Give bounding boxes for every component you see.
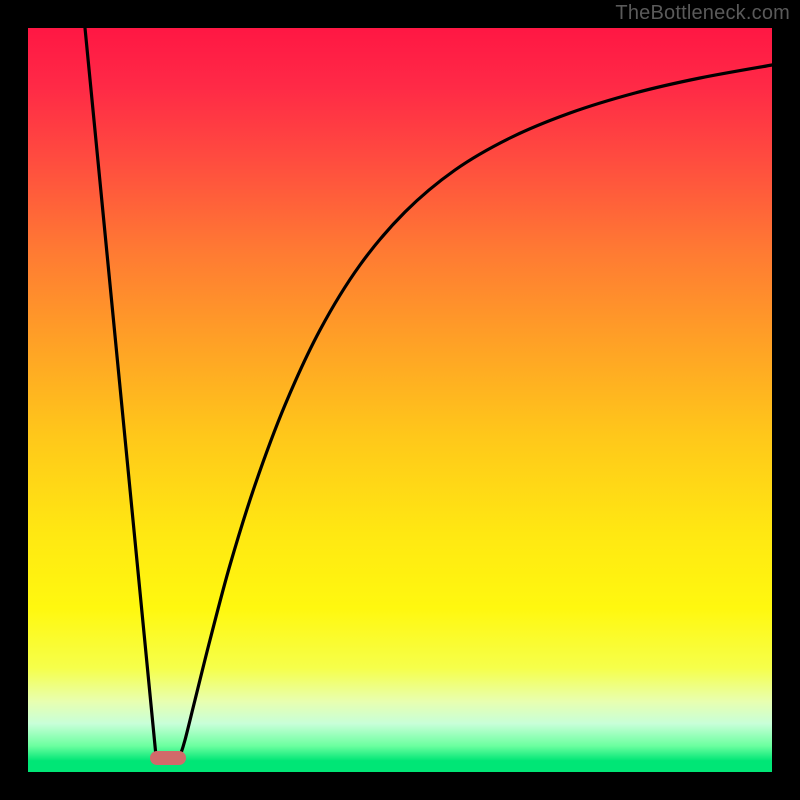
optimal-marker xyxy=(150,751,186,765)
bottleneck-chart xyxy=(0,0,800,800)
watermark-text: TheBottleneck.com xyxy=(615,2,790,25)
plot-background xyxy=(28,28,772,772)
chart-container: TheBottleneck.com xyxy=(0,0,800,800)
